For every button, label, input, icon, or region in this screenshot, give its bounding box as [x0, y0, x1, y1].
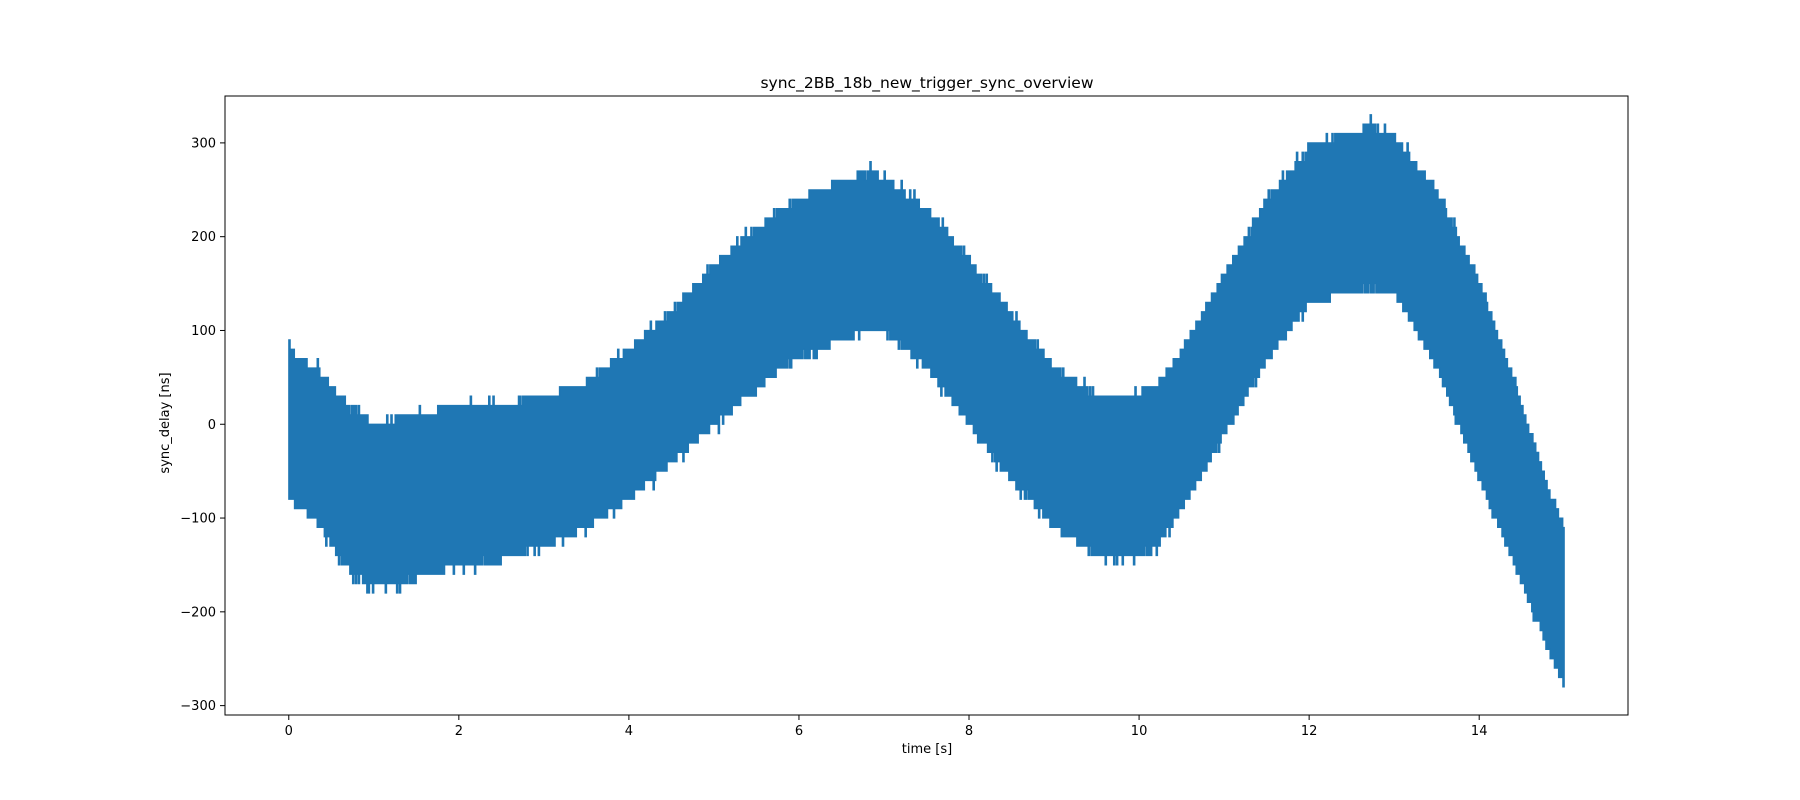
x-tick-label: 14 — [1471, 724, 1488, 739]
series-band-0 — [288, 114, 1565, 688]
y-tick-label: −100 — [180, 512, 216, 527]
y-tick-label: 300 — [191, 136, 216, 151]
x-tick-label: 12 — [1301, 724, 1318, 739]
y-tick-label: 200 — [191, 230, 216, 245]
x-tick-label: 0 — [285, 724, 293, 739]
x-tick-label: 2 — [455, 724, 463, 739]
y-axis-title: sync_delay [ns] — [158, 372, 173, 473]
chart-title: sync_2BB_18b_new_trigger_sync_overview — [760, 74, 1093, 93]
plot-area — [288, 114, 1565, 688]
y-tick-label: 0 — [208, 418, 216, 433]
axes-frame — [224, 95, 1629, 716]
x-tick-label: 10 — [1131, 724, 1148, 739]
y-tick-label: −300 — [180, 699, 216, 714]
x-axis-ticks: 0 2 4 6 8 10 12 14 — [285, 715, 1488, 739]
y-tick-label: 100 — [191, 324, 216, 339]
x-axis-title: time [s] — [902, 742, 952, 757]
x-tick-label: 6 — [795, 724, 803, 739]
y-tick-label: −200 — [180, 605, 216, 620]
x-tick-label: 8 — [965, 724, 973, 739]
y-axis-ticks: −300 −200 −100 0 100 200 300 — [180, 136, 225, 714]
x-tick-label: 4 — [625, 724, 633, 739]
